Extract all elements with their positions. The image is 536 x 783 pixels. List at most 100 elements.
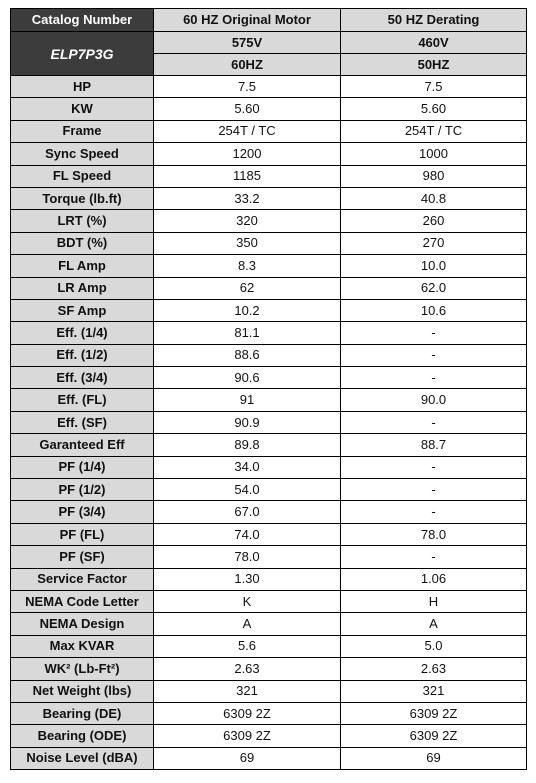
row-label: NEMA Code Letter bbox=[10, 589, 154, 614]
value-cell: 62 bbox=[153, 276, 341, 300]
row-label: HP bbox=[10, 74, 154, 99]
value-cell: - bbox=[340, 366, 527, 390]
row-label: Torque (lb.ft) bbox=[10, 186, 154, 211]
value-cell: 54.0 bbox=[153, 478, 341, 502]
value-cell: 90.0 bbox=[340, 388, 527, 412]
row-label: PF (SF) bbox=[10, 545, 154, 569]
data-row: Noise Level (dBA) 69 69 bbox=[10, 746, 527, 771]
header-row: Catalog Number 60 HZ Original Motor 50 H… bbox=[10, 8, 527, 32]
row-label: SF Amp bbox=[10, 298, 154, 323]
value-cell: - bbox=[340, 410, 527, 435]
row-label: LRT (%) bbox=[10, 209, 154, 233]
data-row: HP 7.5 7.5 bbox=[10, 74, 527, 99]
value-cell: 91 bbox=[153, 388, 341, 412]
row-label: Sync Speed bbox=[10, 142, 154, 166]
row-label: Service Factor bbox=[10, 567, 154, 591]
value-cell: 90.6 bbox=[153, 366, 341, 390]
data-row: PF (SF) 78.0- bbox=[10, 545, 527, 569]
value-cell: H bbox=[340, 589, 527, 614]
value-cell: 1200 bbox=[153, 142, 341, 166]
value-cell: 6309 2Z bbox=[340, 724, 527, 748]
data-row: LR Amp 62 62.0 bbox=[10, 276, 527, 300]
row-label: Eff. (SF) bbox=[10, 410, 154, 435]
header-cell: 60 HZ Original Motor bbox=[153, 8, 341, 32]
header-cell: 50 HZ Derating bbox=[340, 8, 527, 32]
row-label: Eff. (3/4) bbox=[10, 366, 154, 390]
table-body: Catalog Number 60 HZ Original Motor 50 H… bbox=[10, 8, 527, 771]
row-label: WK² (Lb-Ft²) bbox=[10, 657, 154, 681]
row-label: Bearing (ODE) bbox=[10, 724, 154, 748]
value-cell: A bbox=[153, 612, 341, 636]
value-cell: 5.6 bbox=[153, 634, 341, 659]
value-cell: 40.8 bbox=[340, 186, 527, 211]
value-cell: 270 bbox=[340, 231, 527, 256]
row-label: KW bbox=[10, 97, 154, 121]
value-cell: 69 bbox=[153, 746, 341, 771]
value-cell: 78.0 bbox=[153, 545, 341, 569]
data-row: Eff. (FL) 91 90.0 bbox=[10, 388, 527, 412]
value-cell: - bbox=[340, 478, 527, 502]
data-row: Service Factor 1.30 1.06 bbox=[10, 567, 527, 591]
row-label: FL Speed bbox=[10, 164, 154, 188]
data-row: Eff. (SF) 90.9- bbox=[10, 410, 527, 435]
value-cell: 1000 bbox=[340, 142, 527, 166]
value-cell: 254T / TC bbox=[153, 119, 341, 144]
row-label: Max KVAR bbox=[10, 634, 154, 659]
value-cell: 260 bbox=[340, 209, 527, 233]
row-label: PF (3/4) bbox=[10, 500, 154, 524]
voltage-cell: 575V bbox=[153, 31, 341, 54]
value-cell: - bbox=[340, 455, 527, 480]
value-cell: 321 bbox=[153, 679, 341, 703]
value-cell: 10.2 bbox=[153, 298, 341, 323]
row-label: Noise Level (dBA) bbox=[10, 746, 154, 771]
row-label: Eff. (1/2) bbox=[10, 343, 154, 368]
data-row: Sync Speed 1200 1000 bbox=[10, 142, 527, 166]
value-cell: 69 bbox=[340, 746, 527, 771]
data-row: Eff. (3/4) 90.6- bbox=[10, 366, 527, 390]
value-cell: 2.63 bbox=[340, 657, 527, 681]
data-row: Garanteed Eff 89.8 88.7 bbox=[10, 433, 527, 457]
value-cell: - bbox=[340, 343, 527, 368]
value-cell: 81.1 bbox=[153, 321, 341, 345]
data-row: LRT (%) 320 260 bbox=[10, 209, 527, 233]
data-row: NEMA Design A A bbox=[10, 612, 527, 636]
value-cell: 88.7 bbox=[340, 433, 527, 457]
header-cell: Catalog Number bbox=[10, 8, 154, 32]
value-cell: 62.0 bbox=[340, 276, 527, 300]
row-label: Eff. (FL) bbox=[10, 388, 154, 412]
row-label: Net Weight (lbs) bbox=[10, 679, 154, 703]
value-cell: 5.60 bbox=[340, 97, 527, 121]
row-label: PF (1/4) bbox=[10, 455, 154, 480]
value-cell: - bbox=[340, 500, 527, 524]
value-cell: 254T / TC bbox=[340, 119, 527, 144]
row-label: Frame bbox=[10, 119, 154, 144]
value-cell: 10.0 bbox=[340, 254, 527, 278]
row-label: LR Amp bbox=[10, 276, 154, 300]
value-cell: 1.30 bbox=[153, 567, 341, 591]
spec-table: Catalog Number 60 HZ Original Motor 50 H… bbox=[10, 8, 527, 771]
data-row: Eff. (1/4) 81.1- bbox=[10, 321, 527, 345]
data-row: Bearing (ODE) 6309 2Z 6309 2Z bbox=[10, 724, 527, 748]
value-cell: 88.6 bbox=[153, 343, 341, 368]
value-cell: - bbox=[340, 321, 527, 345]
value-cell: - bbox=[340, 545, 527, 569]
voltage-row: ELP7P3G 575V 460V bbox=[10, 31, 527, 76]
row-label: BDT (%) bbox=[10, 231, 154, 256]
value-cell: K bbox=[153, 589, 341, 614]
frequency-cell: 50HZ bbox=[340, 53, 527, 76]
row-label: PF (FL) bbox=[10, 522, 154, 547]
data-row: Bearing (DE) 6309 2Z 6309 2Z bbox=[10, 701, 527, 726]
value-cell: 89.8 bbox=[153, 433, 341, 457]
data-row: Net Weight (lbs) 321 321 bbox=[10, 679, 527, 703]
value-cell: 980 bbox=[340, 164, 527, 188]
data-row: PF (1/2) 54.0- bbox=[10, 478, 527, 502]
frequency-row: 60HZ 50HZ bbox=[11, 53, 527, 76]
value-cell: 34.0 bbox=[153, 455, 341, 480]
data-row: BDT (%) 350 270 bbox=[10, 231, 527, 256]
value-cell: 67.0 bbox=[153, 500, 341, 524]
value-cell: 6309 2Z bbox=[153, 724, 341, 748]
data-row: FL Amp 8.3 10.0 bbox=[10, 254, 527, 278]
data-row: PF (3/4) 67.0- bbox=[10, 500, 527, 524]
data-row: PF (FL) 74.0 78.0 bbox=[10, 522, 527, 547]
